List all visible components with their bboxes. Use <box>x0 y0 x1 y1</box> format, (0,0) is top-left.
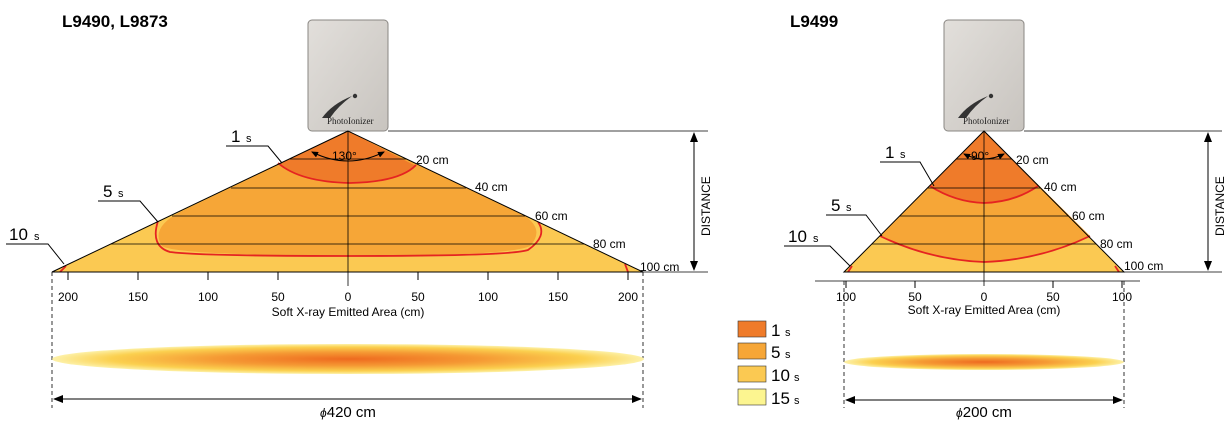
right-tick-label: 50 <box>908 290 922 304</box>
right-dashed-guides <box>843 281 1125 408</box>
right-tick-label: 50 <box>1046 290 1060 304</box>
svg-text:10: 10 <box>9 225 28 244</box>
left-axis: 200 150 100 50 0 50 100 150 200 Soft X-r… <box>58 272 638 319</box>
svg-text:10: 10 <box>771 366 790 385</box>
right-angle-arc <box>963 153 1005 160</box>
right-tick-label: 100 <box>1112 290 1132 304</box>
left-time-label-5s: 5 s <box>98 182 159 223</box>
left-angle-arc <box>311 151 385 162</box>
svg-text:5: 5 <box>831 196 840 215</box>
left-tick-label: 200 <box>58 290 78 304</box>
right-distance-mark-20: 20 cm <box>1016 153 1049 167</box>
right-distance-indicator: DISTANCE <box>1024 130 1227 273</box>
left-emission-glow <box>52 344 644 374</box>
left-device-brand: PhotoIonizer <box>327 116 374 126</box>
svg-text:s: s <box>846 202 852 214</box>
right-contour-10s-right <box>1114 265 1120 273</box>
left-panel: L9490, L9873 PhotoIonizer <box>6 12 713 421</box>
right-time-label-1s: 1 s <box>880 143 935 187</box>
left-angle-label: 130° <box>332 149 357 163</box>
legend-item-1s: 1 s <box>737 320 791 340</box>
right-angle-label: 90° <box>971 149 989 163</box>
svg-text:s: s <box>900 149 906 161</box>
left-contours <box>59 162 629 273</box>
left-contour-1s <box>277 162 417 184</box>
left-tick-label: 100 <box>198 290 218 304</box>
left-time-label-10s: 10 s <box>6 225 65 265</box>
left-distance-mark-60: 60 cm <box>535 209 568 223</box>
left-distance-mark-100: 100 cm <box>640 260 679 274</box>
svg-text:1: 1 <box>231 127 240 146</box>
left-tick-label: 150 <box>548 290 568 304</box>
svg-text:s: s <box>34 231 40 243</box>
svg-text:15: 15 <box>771 389 790 408</box>
right-distance-mark-60: 60 cm <box>1072 209 1105 223</box>
left-distance-indicator: DISTANCE <box>388 130 713 273</box>
svg-text:1: 1 <box>885 143 894 162</box>
right-device: PhotoIonizer <box>943 19 1025 132</box>
svg-text:s: s <box>246 133 252 145</box>
photoionizer-logo-icon <box>322 93 358 118</box>
svg-text:s: s <box>813 233 819 245</box>
right-contour-10s-left <box>847 265 853 273</box>
left-diameter-label: ϕ420 cm <box>320 404 376 421</box>
svg-text:s: s <box>785 349 791 361</box>
left-axis-label: Soft X-ray Emitted Area (cm) <box>272 305 425 319</box>
legend-item-10s: 10 s <box>737 365 800 385</box>
right-tick-label: 100 <box>836 290 856 304</box>
left-tick-label: 50 <box>411 290 425 304</box>
right-axis-label: Soft X-ray Emitted Area (cm) <box>908 303 1061 317</box>
right-emission-glow <box>844 354 1124 370</box>
left-distance-label: DISTANCE <box>699 176 713 236</box>
left-tick-label: 200 <box>618 290 638 304</box>
svg-text:s: s <box>785 327 791 339</box>
left-distance-mark-80: 80 cm <box>593 237 626 251</box>
legend: 1 s 5 s 10 s 15 s <box>737 320 800 408</box>
right-time-label-10s: 10 s <box>784 227 851 267</box>
left-tick-label: 0 <box>345 290 352 304</box>
left-dashed-guides <box>51 272 644 408</box>
right-panel: L9499 PhotoIonizer <box>784 12 1227 421</box>
right-tick-label: 0 <box>981 290 988 304</box>
left-device: PhotoIonizer <box>307 19 389 132</box>
left-time-label-1s: 1 s <box>226 127 283 164</box>
right-distance-mark-80: 80 cm <box>1100 237 1133 251</box>
right-axis: 100 50 0 50 100 Soft X-ray Emitted Area … <box>836 281 1132 317</box>
left-contour-5s <box>154 220 543 257</box>
svg-text:5: 5 <box>771 343 780 362</box>
left-contour-10s-left <box>59 265 67 273</box>
left-tick-label: 50 <box>271 290 285 304</box>
photoionizer-logo-icon <box>958 93 994 118</box>
left-panel-title: L9490, L9873 <box>62 12 168 31</box>
left-zone-5s <box>158 131 537 256</box>
svg-text:s: s <box>794 372 800 384</box>
left-contour-10s-right <box>624 263 629 273</box>
svg-text:10: 10 <box>788 227 807 246</box>
right-time-label-5s: 5 s <box>826 196 883 237</box>
legend-item-15s: 15 s <box>737 388 800 408</box>
left-distance-mark-20: 20 cm <box>416 153 449 167</box>
svg-text:s: s <box>794 395 800 407</box>
right-diameter-label: ϕ200 cm <box>956 404 1012 421</box>
right-panel-title: L9499 <box>790 12 838 31</box>
right-distance-mark-100: 100 cm <box>1124 259 1163 273</box>
left-distance-mark-40: 40 cm <box>475 180 508 194</box>
legend-item-5s: 5 s <box>737 342 791 362</box>
right-distance-mark-40: 40 cm <box>1044 180 1077 194</box>
left-tick-label: 100 <box>478 290 498 304</box>
svg-text:1: 1 <box>771 321 780 340</box>
left-tick-label: 150 <box>128 290 148 304</box>
right-distance-label: DISTANCE <box>1213 176 1227 236</box>
svg-text:5: 5 <box>103 182 112 201</box>
svg-text:s: s <box>118 188 124 200</box>
right-device-brand: PhotoIonizer <box>963 116 1010 126</box>
